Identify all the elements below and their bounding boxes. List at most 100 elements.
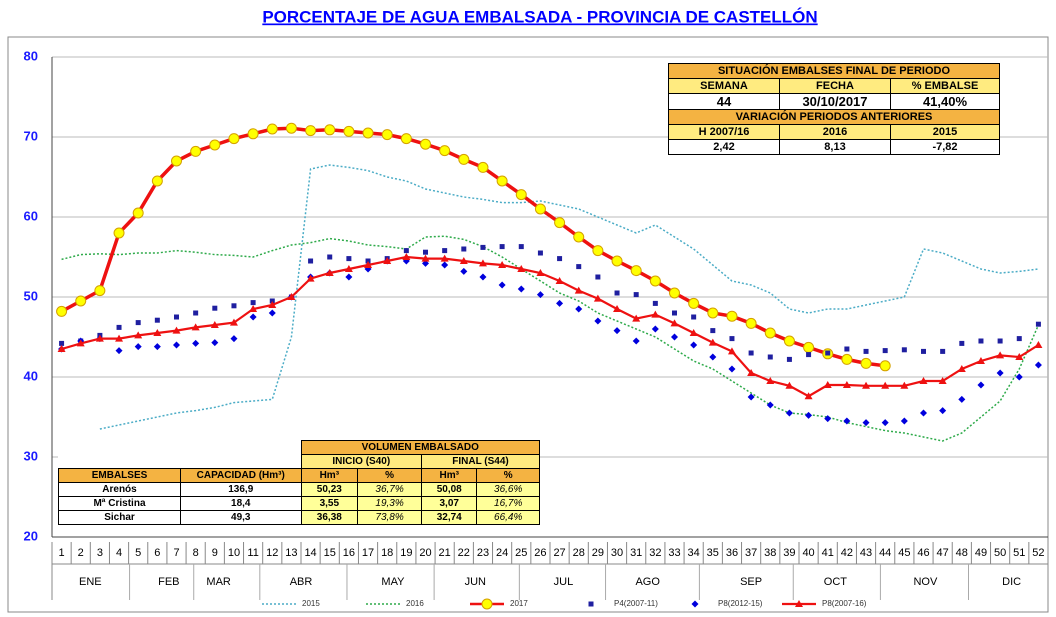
table-header: 2015 bbox=[890, 124, 1000, 140]
point bbox=[611, 255, 623, 267]
x-tick-label: 5 bbox=[135, 547, 141, 559]
point bbox=[825, 350, 831, 356]
x-tick-label: 25 bbox=[515, 547, 527, 559]
point bbox=[709, 353, 717, 361]
point bbox=[362, 127, 374, 139]
point bbox=[882, 348, 888, 354]
point bbox=[863, 348, 869, 354]
point bbox=[843, 417, 851, 425]
x-tick-label: 39 bbox=[783, 547, 795, 559]
point bbox=[593, 294, 602, 302]
x-tick-label: 36 bbox=[726, 547, 738, 559]
table-header: H 2007/16 bbox=[668, 124, 780, 140]
table-header: FECHA bbox=[779, 78, 891, 94]
point bbox=[343, 125, 355, 137]
table-cell: 136,9 bbox=[180, 482, 302, 497]
x-tick-label: 21 bbox=[439, 547, 451, 559]
point bbox=[171, 155, 182, 167]
y-tick-label: 60 bbox=[24, 208, 38, 223]
point bbox=[305, 125, 317, 137]
x-tick-label: 20 bbox=[419, 547, 431, 559]
point bbox=[690, 341, 698, 349]
point bbox=[1034, 341, 1043, 348]
point bbox=[554, 217, 566, 229]
table-group: FINAL (S44) bbox=[421, 454, 540, 469]
x-tick-label: 19 bbox=[400, 547, 412, 559]
point bbox=[346, 256, 352, 262]
point bbox=[920, 409, 927, 417]
point bbox=[442, 248, 448, 254]
point bbox=[879, 360, 891, 372]
point bbox=[958, 395, 966, 403]
month-label: ABR bbox=[290, 576, 313, 588]
x-tick-label: 23 bbox=[477, 547, 489, 559]
table-cell: 3,07 bbox=[421, 496, 478, 511]
point bbox=[115, 347, 123, 355]
point bbox=[1015, 373, 1023, 381]
legend-marker bbox=[481, 598, 493, 610]
table-header: Hm³ bbox=[421, 468, 478, 483]
point bbox=[689, 329, 698, 336]
point bbox=[364, 261, 373, 268]
point bbox=[266, 123, 278, 135]
table-row: Mª Cristina 18,4 3,55 19,3% 3,07 16,7% bbox=[58, 496, 540, 511]
x-tick-label: 4 bbox=[116, 547, 122, 559]
point bbox=[306, 274, 315, 282]
point bbox=[671, 333, 678, 341]
point bbox=[460, 267, 468, 275]
point bbox=[691, 314, 697, 320]
point bbox=[670, 319, 679, 327]
point bbox=[881, 419, 889, 427]
table-cell: 30/10/2017 bbox=[779, 93, 891, 110]
point bbox=[996, 369, 1004, 377]
point bbox=[229, 318, 238, 326]
x-tick-label: 43 bbox=[860, 547, 872, 559]
x-tick-label: 7 bbox=[173, 547, 179, 559]
table-header: % bbox=[476, 468, 540, 483]
point bbox=[726, 310, 738, 322]
x-tick-label: 35 bbox=[707, 547, 719, 559]
point bbox=[498, 281, 506, 289]
point bbox=[614, 290, 620, 296]
point bbox=[764, 327, 776, 339]
point bbox=[841, 353, 853, 365]
x-tick-label: 41 bbox=[822, 547, 834, 559]
table-cell: 36,38 bbox=[300, 510, 359, 525]
series-line bbox=[61, 255, 1040, 398]
point bbox=[557, 256, 563, 262]
point bbox=[824, 415, 832, 423]
x-tick-label: 46 bbox=[917, 547, 929, 559]
point bbox=[594, 317, 602, 325]
point bbox=[630, 265, 642, 277]
month-label: JUN bbox=[465, 576, 486, 588]
x-tick-label: 24 bbox=[496, 547, 508, 559]
y-tick-label: 80 bbox=[24, 48, 38, 63]
point bbox=[499, 244, 505, 250]
point bbox=[729, 336, 735, 342]
point bbox=[345, 273, 353, 281]
point bbox=[458, 153, 470, 165]
x-tick-label: 14 bbox=[304, 547, 316, 559]
point bbox=[556, 299, 564, 307]
table-header: SEMANA bbox=[668, 78, 780, 94]
legend-marker bbox=[795, 600, 803, 607]
point bbox=[56, 305, 68, 317]
point bbox=[132, 207, 144, 219]
point bbox=[613, 305, 622, 312]
table-header: CAPACIDAD (Hm³) bbox=[180, 468, 302, 483]
point bbox=[766, 377, 775, 384]
point bbox=[441, 261, 449, 269]
point bbox=[515, 189, 527, 201]
table-cell: 73,8% bbox=[357, 510, 423, 525]
point bbox=[728, 365, 736, 373]
point bbox=[805, 411, 813, 419]
point bbox=[287, 293, 296, 300]
x-tick-label: 38 bbox=[764, 547, 776, 559]
y-tick-label: 40 bbox=[24, 368, 38, 383]
legend-marker bbox=[691, 600, 699, 608]
x-tick-label: 22 bbox=[458, 547, 470, 559]
x-tick-label: 18 bbox=[381, 547, 393, 559]
point bbox=[249, 313, 257, 321]
point bbox=[708, 338, 717, 346]
x-tick-label: 1 bbox=[59, 547, 65, 559]
